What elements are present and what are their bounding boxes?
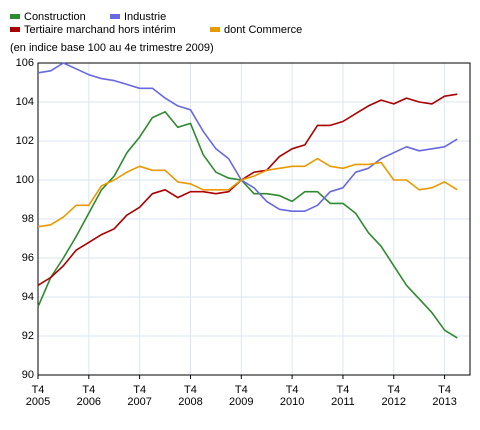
legend-label: Industrie xyxy=(124,11,166,23)
y-tick-label: 90 xyxy=(22,369,34,381)
x-tick-label: T4 2008 xyxy=(178,384,202,408)
legend-label: dont Commerce xyxy=(224,24,302,36)
x-tick-label: T4 2013 xyxy=(432,384,456,408)
x-tick-label: T4 2010 xyxy=(280,384,304,408)
chart-subtitle: (en indice base 100 au 4e trimestre 2009… xyxy=(10,42,214,54)
y-tick-label: 98 xyxy=(22,213,34,225)
legend-swatch xyxy=(210,27,220,32)
y-tick-label: 106 xyxy=(16,57,34,69)
x-tick-label: T4 2006 xyxy=(77,384,101,408)
y-tick-label: 96 xyxy=(22,252,34,264)
legend-swatch xyxy=(10,14,20,19)
y-tick-label: 104 xyxy=(16,96,34,108)
legend-swatch xyxy=(110,14,120,19)
series-line xyxy=(37,62,458,212)
legend-label: Tertiaire marchand hors intérim xyxy=(24,24,176,36)
x-tick-label: T4 2005 xyxy=(26,384,50,408)
y-tick-label: 100 xyxy=(16,174,34,186)
x-tick-label: T4 2007 xyxy=(127,384,151,408)
series-line xyxy=(37,157,458,228)
series-line xyxy=(37,111,458,339)
y-tick-label: 94 xyxy=(22,291,34,303)
x-tick-label: T4 2012 xyxy=(382,384,406,408)
y-tick-label: 102 xyxy=(16,135,34,147)
legend-swatch xyxy=(10,27,20,32)
x-tick-label: T4 2009 xyxy=(229,384,253,408)
legend-label: Construction xyxy=(24,11,86,23)
y-tick-label: 92 xyxy=(22,330,34,342)
plot-frame xyxy=(37,62,471,376)
series-line xyxy=(37,93,458,286)
x-tick-label: T4 2011 xyxy=(331,384,355,408)
